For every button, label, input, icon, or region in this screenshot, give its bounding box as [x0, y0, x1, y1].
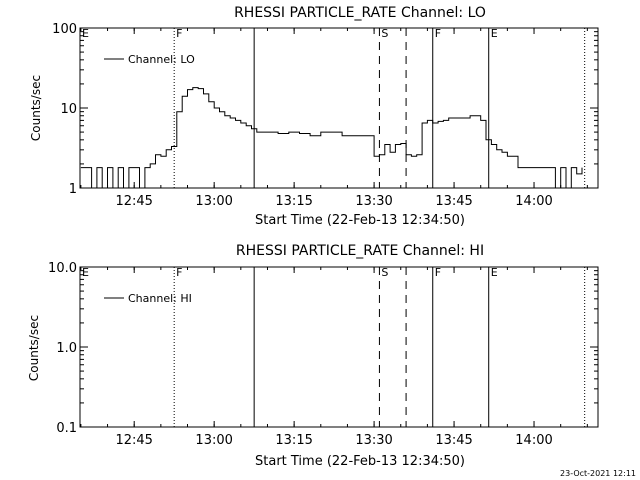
hi-y-axis-label: Counts/sec	[27, 315, 41, 381]
event-marker-label: E	[491, 266, 498, 279]
y-tick-label: 10	[60, 102, 77, 117]
x-tick-label: 13:15	[275, 194, 312, 209]
x-tick-label: 13:30	[355, 194, 392, 209]
x-tick-label: 14:00	[515, 433, 552, 448]
event-marker-label: F	[435, 266, 441, 279]
footer-timestamp: 23-Oct-2021 12:11	[560, 469, 636, 478]
lo-legend-label: Channel: LO	[128, 53, 195, 66]
y-tick-label: 1	[69, 182, 77, 197]
series-line	[80, 87, 583, 189]
y-tick-label: 0.1	[56, 421, 77, 436]
event-marker-label: S	[381, 27, 388, 40]
x-tick-label: 13:30	[355, 433, 392, 448]
x-tick-label: 14:00	[515, 194, 552, 209]
plot-frame	[79, 27, 599, 189]
lo-x-axis-label: Start Time (22-Feb-13 12:34:50)	[255, 213, 465, 228]
hi-panel-title: RHESSI PARTICLE_RATE Channel: HI	[236, 243, 484, 259]
event-marker-label: E	[491, 27, 498, 40]
event-marker-label: F	[176, 266, 182, 279]
event-marker-label: E	[82, 266, 89, 279]
event-marker-label: F	[435, 27, 441, 40]
hi-legend-label: Channel: HI	[128, 292, 192, 305]
y-tick-label: 10.0	[48, 261, 77, 276]
event-marker-label: F	[176, 27, 182, 40]
x-tick-label: 13:00	[195, 433, 232, 448]
x-tick-label: 13:45	[435, 194, 472, 209]
event-marker-label: E	[82, 27, 89, 40]
x-tick-label: 12:45	[115, 433, 152, 448]
lo-y-axis-label: Counts/sec	[29, 75, 43, 141]
x-tick-label: 13:00	[195, 194, 232, 209]
x-tick-label: 12:45	[115, 194, 152, 209]
y-tick-label: 100	[52, 22, 77, 37]
lo-channel-panel: RHESSI PARTICLE_RATE Channel: LO Start T…	[29, 5, 599, 228]
plot-frame	[79, 266, 599, 428]
x-tick-label: 13:45	[435, 433, 472, 448]
event-marker-label: S	[381, 266, 388, 279]
hi-channel-panel: RHESSI PARTICLE_RATE Channel: HI Start T…	[27, 243, 599, 469]
x-tick-label: 13:15	[275, 433, 312, 448]
y-tick-label: 1.0	[56, 341, 77, 356]
lo-panel-title: RHESSI PARTICLE_RATE Channel: LO	[234, 5, 486, 21]
hi-x-axis-label: Start Time (22-Feb-13 12:34:50)	[255, 454, 465, 469]
